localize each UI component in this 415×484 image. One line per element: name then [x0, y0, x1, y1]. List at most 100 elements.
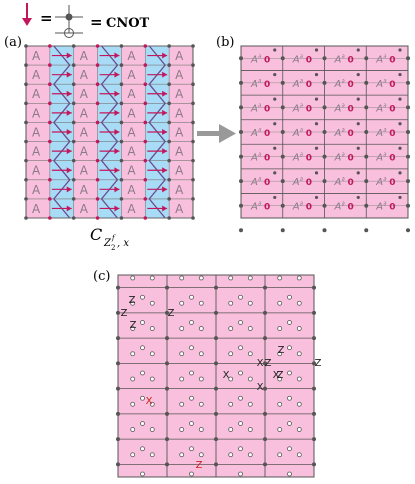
pauli-op-z: Z	[265, 358, 272, 369]
transform-arrow	[197, 124, 236, 143]
cell-sup: ∂	[300, 102, 303, 109]
cell-zero: 0	[306, 104, 312, 114]
qubit-dot	[322, 130, 327, 134]
qubit-dot	[356, 72, 360, 77]
qubit-dot	[191, 63, 195, 67]
qubit-dot	[314, 97, 319, 101]
qubit-dot	[167, 158, 171, 163]
qubit-dot	[322, 154, 327, 159]
qubit-open	[140, 446, 145, 452]
qubit-dot	[273, 72, 277, 77]
cell-glyph-a: A	[250, 177, 258, 188]
qubit-dot	[191, 120, 195, 125]
qubit-dot	[239, 130, 243, 134]
qubit-open	[228, 326, 234, 331]
qubit-dot	[143, 120, 148, 125]
qubit-open	[130, 427, 136, 432]
qubit-dot	[406, 130, 410, 134]
cell-glyph-a: A	[127, 87, 136, 101]
qubit-dot	[119, 44, 124, 48]
qubit-open	[198, 452, 204, 458]
qubit-open	[198, 275, 204, 281]
qubit-dot	[312, 386, 316, 391]
cell-glyph-a: A	[250, 79, 258, 90]
cell-glyph-a: A	[127, 202, 136, 216]
qubit-dot	[239, 105, 243, 110]
arrowhead-icon	[66, 205, 72, 212]
qubit-dot	[24, 101, 28, 106]
qubit-open	[277, 326, 283, 331]
column-strip	[73, 46, 98, 218]
qubit-open	[140, 294, 145, 300]
qubit-open	[149, 351, 155, 357]
qubit-dot	[398, 122, 402, 126]
arrowhead-icon	[66, 71, 72, 78]
cell-zero: 0	[348, 104, 354, 114]
qubit-dot	[398, 72, 402, 77]
qubit-dot	[71, 44, 76, 48]
qubit-dot	[214, 285, 218, 290]
cnot-legend: = = CNOT	[22, 3, 150, 38]
cell-zero: 0	[389, 178, 395, 188]
qubit-dot	[364, 154, 369, 159]
qubit-open	[198, 300, 204, 306]
pauli-op-x: X	[223, 370, 230, 381]
qubit-open	[238, 370, 243, 376]
qubit-dot	[143, 139, 148, 144]
qubit-open	[247, 326, 253, 331]
legend-gate-name: CNOT	[106, 16, 150, 31]
qubit-dot	[312, 462, 316, 467]
qubit-dot	[24, 216, 28, 220]
cell-sup: ∂	[258, 201, 261, 208]
cell-sup: ∂	[342, 78, 345, 85]
cell-glyph-a: A	[175, 106, 184, 120]
cell-glyph-a: A	[175, 125, 184, 139]
qubit-dot	[24, 120, 28, 125]
qubit-dot	[356, 146, 360, 150]
cell-glyph-a: A	[127, 68, 136, 82]
qubit-dot	[239, 228, 243, 233]
qubit-dot	[165, 411, 169, 416]
qubit-dot	[116, 411, 120, 416]
qubit-dot	[167, 197, 171, 201]
qubit-open	[238, 345, 243, 351]
cell-glyph-a: A	[334, 103, 342, 114]
qubit-dot	[214, 310, 218, 315]
qubit-dot	[312, 437, 316, 442]
arrowhead-icon	[162, 109, 168, 116]
qubit-dot	[214, 361, 218, 366]
qubit-open	[140, 421, 145, 426]
cell-sup: ∂	[342, 201, 345, 208]
qubit-open	[149, 275, 155, 281]
qubit-dot	[191, 44, 195, 48]
qubit-dot	[119, 177, 124, 182]
qubit-dot	[280, 179, 285, 184]
qubit-dot	[312, 285, 316, 290]
arrowhead-icon	[162, 71, 168, 78]
qubit-dot	[71, 82, 76, 87]
cell-glyph-a: A	[80, 125, 89, 139]
qubit-dot	[364, 80, 369, 85]
qubit-dot	[24, 197, 28, 201]
cell-glyph-a: A	[32, 125, 41, 139]
qubit-dot	[48, 101, 52, 106]
cell-zero: 0	[264, 178, 270, 188]
cell-sup: ∂	[342, 152, 345, 159]
qubit-dot	[165, 336, 169, 341]
cell-sup: ∂	[383, 201, 386, 208]
pauli-op-z: Z	[278, 345, 285, 356]
cell-glyph-a: A	[375, 202, 383, 213]
cell-sup: ∂	[300, 176, 303, 183]
qubit-dot	[214, 411, 218, 416]
qubit-dot	[143, 158, 148, 163]
cell-zero: 0	[348, 203, 354, 213]
qubit-dot	[95, 63, 100, 67]
qubit-open	[228, 275, 234, 281]
qubit-open	[149, 376, 155, 382]
qubit-dot	[280, 80, 285, 85]
qubit-dot	[24, 82, 28, 87]
qubit-dot	[191, 216, 195, 220]
cell-glyph-a: A	[80, 106, 89, 120]
cell-glyph-a: A	[80, 68, 89, 82]
qubit-dot	[48, 63, 52, 67]
